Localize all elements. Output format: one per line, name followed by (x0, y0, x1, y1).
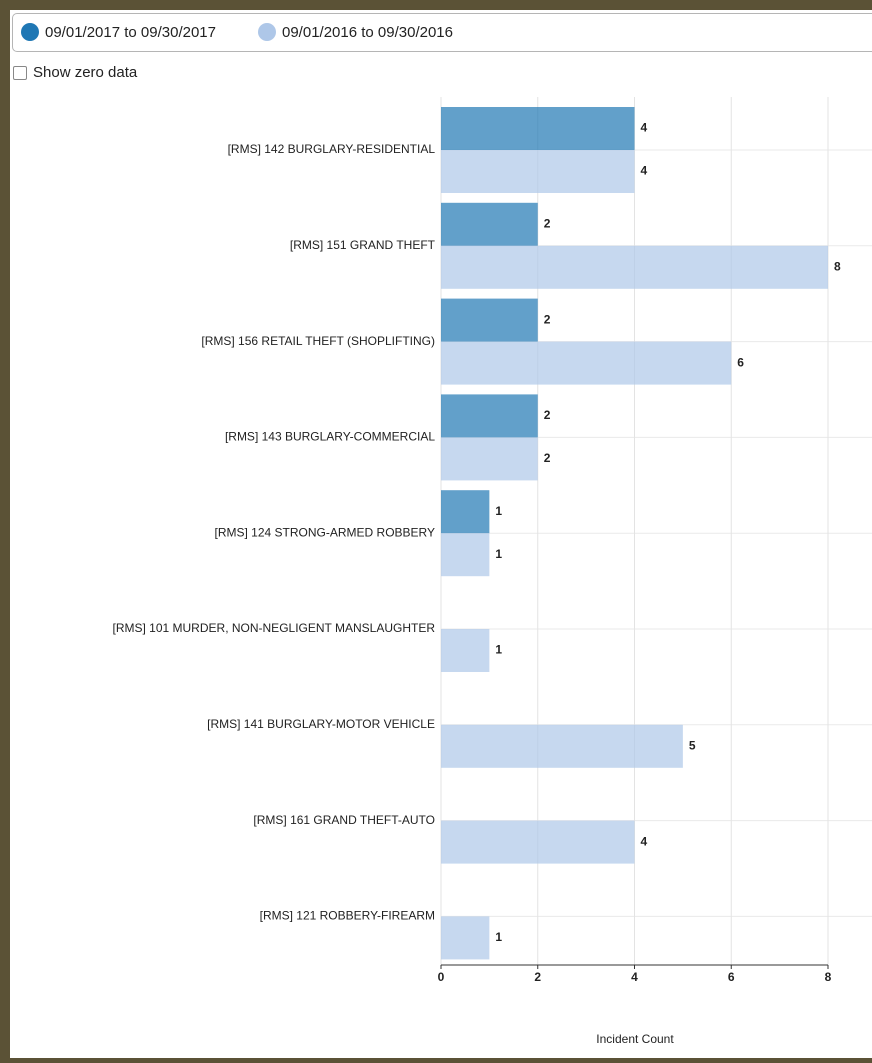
x-tick-label: 0 (438, 970, 445, 984)
bar (441, 820, 635, 864)
y-tick-label: [RMS] 156 RETAIL THEFT (SHOPLIFTING) (201, 334, 435, 348)
legend: 09/01/2017 to 09/30/2017 09/01/2016 to 0… (12, 13, 872, 52)
value-label: 6 (737, 355, 744, 369)
bar (441, 629, 490, 672)
bar (441, 150, 635, 193)
value-label: 2 (544, 312, 551, 326)
bar (441, 202, 538, 246)
bar (441, 107, 635, 150)
legend-swatch (258, 23, 276, 41)
value-label: 8 (834, 259, 841, 273)
x-tick-label: 8 (825, 970, 832, 984)
y-tick-label: [RMS] 141 BURGLARY-MOTOR VEHICLE (207, 717, 435, 731)
legend-item[interactable]: 09/01/2016 to 09/30/2016 (258, 23, 453, 41)
bar (441, 245, 828, 289)
y-tick-label: [RMS] 121 ROBBERY-FIREARM (260, 909, 435, 923)
y-tick-label: [RMS] 143 BURGLARY-COMMERCIAL (225, 430, 435, 444)
checkbox-label: Show zero data (33, 64, 138, 81)
x-axis-label: Incident Count (596, 1032, 674, 1046)
y-tick-label: [RMS] 151 GRAND THEFT (290, 238, 436, 252)
zero-toggle[interactable]: Show zero data (13, 64, 137, 81)
value-label: 1 (495, 643, 502, 657)
value-label: 4 (641, 164, 648, 178)
y-tick-label: [RMS] 101 MURDER, NON-NEGLIGENT MANSLAUG… (113, 621, 436, 635)
bar (441, 394, 538, 438)
y-tick-label: [RMS] 161 GRAND THEFT-AUTO (253, 813, 435, 827)
legend-label: 09/01/2017 to 09/30/2017 (45, 23, 216, 41)
bar (441, 916, 490, 960)
bar (441, 724, 683, 768)
legend-item[interactable]: 09/01/2017 to 09/30/2017 (21, 23, 216, 41)
x-tick-label: 6 (728, 970, 735, 984)
y-tick-label: [RMS] 142 BURGLARY-RESIDENTIAL (228, 142, 436, 156)
bar (441, 437, 538, 481)
value-label: 1 (495, 504, 502, 518)
value-label: 2 (544, 408, 551, 422)
legend-label: 09/01/2016 to 09/30/2016 (282, 23, 453, 41)
value-label: 4 (641, 121, 648, 135)
value-label: 1 (495, 930, 502, 944)
x-tick-label: 2 (534, 970, 541, 984)
value-label: 1 (495, 547, 502, 561)
value-label: 2 (544, 451, 551, 465)
x-tick-label: 4 (631, 970, 638, 984)
checkbox[interactable] (13, 65, 27, 80)
y-tick-label: [RMS] 124 STRONG-ARMED ROBBERY (215, 525, 436, 539)
bar (441, 298, 538, 342)
bar (441, 341, 732, 385)
value-label: 5 (689, 738, 696, 752)
bar (441, 533, 490, 577)
value-label: 2 (544, 216, 551, 230)
value-label: 4 (641, 834, 648, 848)
legend-swatch (21, 23, 39, 41)
bar (441, 490, 490, 534)
